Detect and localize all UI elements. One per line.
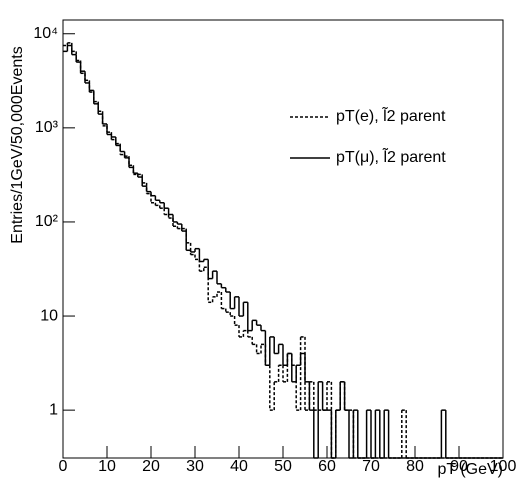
x-tick-label: 20 xyxy=(142,458,160,475)
legend-label: pT(e), l̃2 parent xyxy=(336,105,446,125)
x-tick-label: 10 xyxy=(98,458,116,475)
x-tick-label: 80 xyxy=(406,458,424,475)
x-tick-label: 100 xyxy=(490,458,517,475)
legend-label: pT(μ), l̃2 parent xyxy=(336,146,446,166)
y-tick-label: 1 xyxy=(49,401,58,418)
x-tick-label: 0 xyxy=(59,458,68,475)
y-tick-label: 10⁴ xyxy=(33,25,58,42)
x-tick-label: 30 xyxy=(186,458,204,475)
y-tick-label: 10³ xyxy=(35,119,59,136)
plot-frame xyxy=(62,19,504,459)
y-axis-label: Entries/1GeV/50,000Events xyxy=(9,46,26,243)
y-tick-label: 10² xyxy=(35,213,59,230)
y-tick-label: 10 xyxy=(40,307,58,324)
x-tick-label: 50 xyxy=(274,458,292,475)
x-tick-label: 70 xyxy=(362,458,380,475)
x-axis-label: pT (GeV) xyxy=(438,461,504,478)
x-tick-label: 60 xyxy=(318,458,336,475)
x-tick-label: 40 xyxy=(230,458,248,475)
x-tick-label: 90 xyxy=(450,458,468,475)
